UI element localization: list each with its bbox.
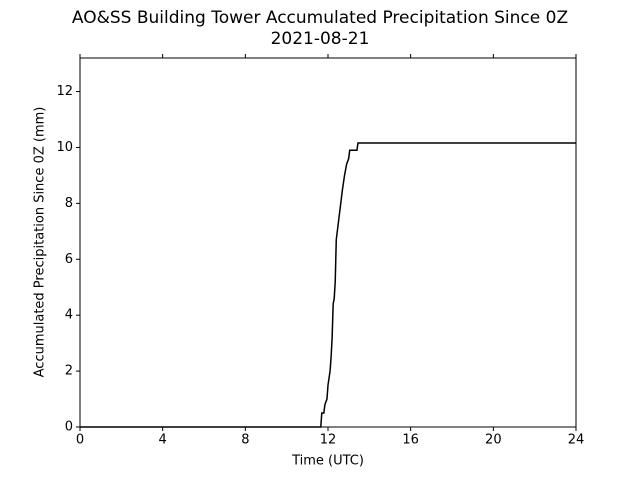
x-tick-label: 16 xyxy=(402,433,419,448)
plot-frame xyxy=(79,57,577,428)
chart-subtitle: 2021-08-21 xyxy=(271,29,370,49)
x-tick-label: 8 xyxy=(241,433,249,448)
y-tick-label: 12 xyxy=(56,84,73,99)
y-tick-label: 8 xyxy=(65,196,73,211)
y-tick-label: 0 xyxy=(65,420,73,435)
x-tick-label: 0 xyxy=(76,433,84,448)
y-tick-label: 6 xyxy=(65,252,73,267)
data-line xyxy=(80,142,576,428)
x-axis-label: Time (UTC) xyxy=(291,454,364,469)
x-tick-label: 24 xyxy=(568,433,585,448)
y-axis-label: Accumulated Precipitation Since 0Z (mm) xyxy=(33,107,48,378)
x-tick-label: 12 xyxy=(320,433,337,448)
x-tick-label: 20 xyxy=(485,433,502,448)
y-tick-label: 4 xyxy=(65,308,73,323)
y-tick-label: 10 xyxy=(56,140,73,155)
y-tick-label: 2 xyxy=(65,364,73,379)
x-tick-label: 4 xyxy=(159,433,167,448)
chart-title: AO&SS Building Tower Accumulated Precipi… xyxy=(72,8,568,28)
